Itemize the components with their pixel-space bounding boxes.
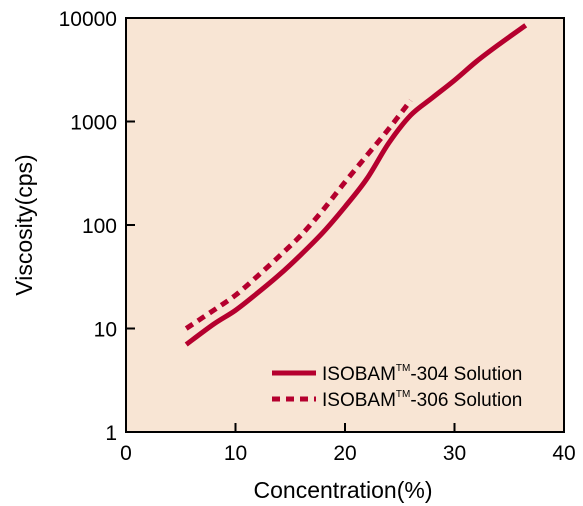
x-axis-title: Concentration(%) [254,477,433,503]
x-tick-label: 10 [224,442,247,465]
legend-label-suffix: -304 Solution [410,364,522,385]
legend-trademark: TM [396,363,410,374]
x-tick-label: 0 [120,442,132,465]
series-layer [184,23,528,347]
legend-label-suffix: -306 Solution [410,390,522,411]
x-tick-label: 30 [443,442,466,465]
plot-area [126,18,564,432]
legend-label: ISOBAMTM-306 Solution [322,389,522,411]
y-tick-label: 1000 [70,112,117,135]
y-axis-title: Viscosity(cps) [11,154,37,295]
x-tick-label: 20 [333,442,356,465]
legend-label: ISOBAMTM-304 Solution [322,363,522,385]
series-line-isobam-304 [184,23,528,347]
y-tick-label: 10 [94,319,117,342]
x-tick-label: 40 [552,442,575,465]
y-tick-label: 10000 [59,8,117,31]
legend-label-main: ISOBAM [322,390,396,411]
legend-label-main: ISOBAM [322,364,396,385]
x-axis-ticks: 0 10 20 30 40 [120,423,576,465]
y-tick-label: 1 [105,422,117,445]
y-tick-label: 100 [82,215,117,238]
y-axis-ticks: 1 10 100 1000 10000 [59,8,135,445]
legend-trademark: TM [396,389,410,400]
